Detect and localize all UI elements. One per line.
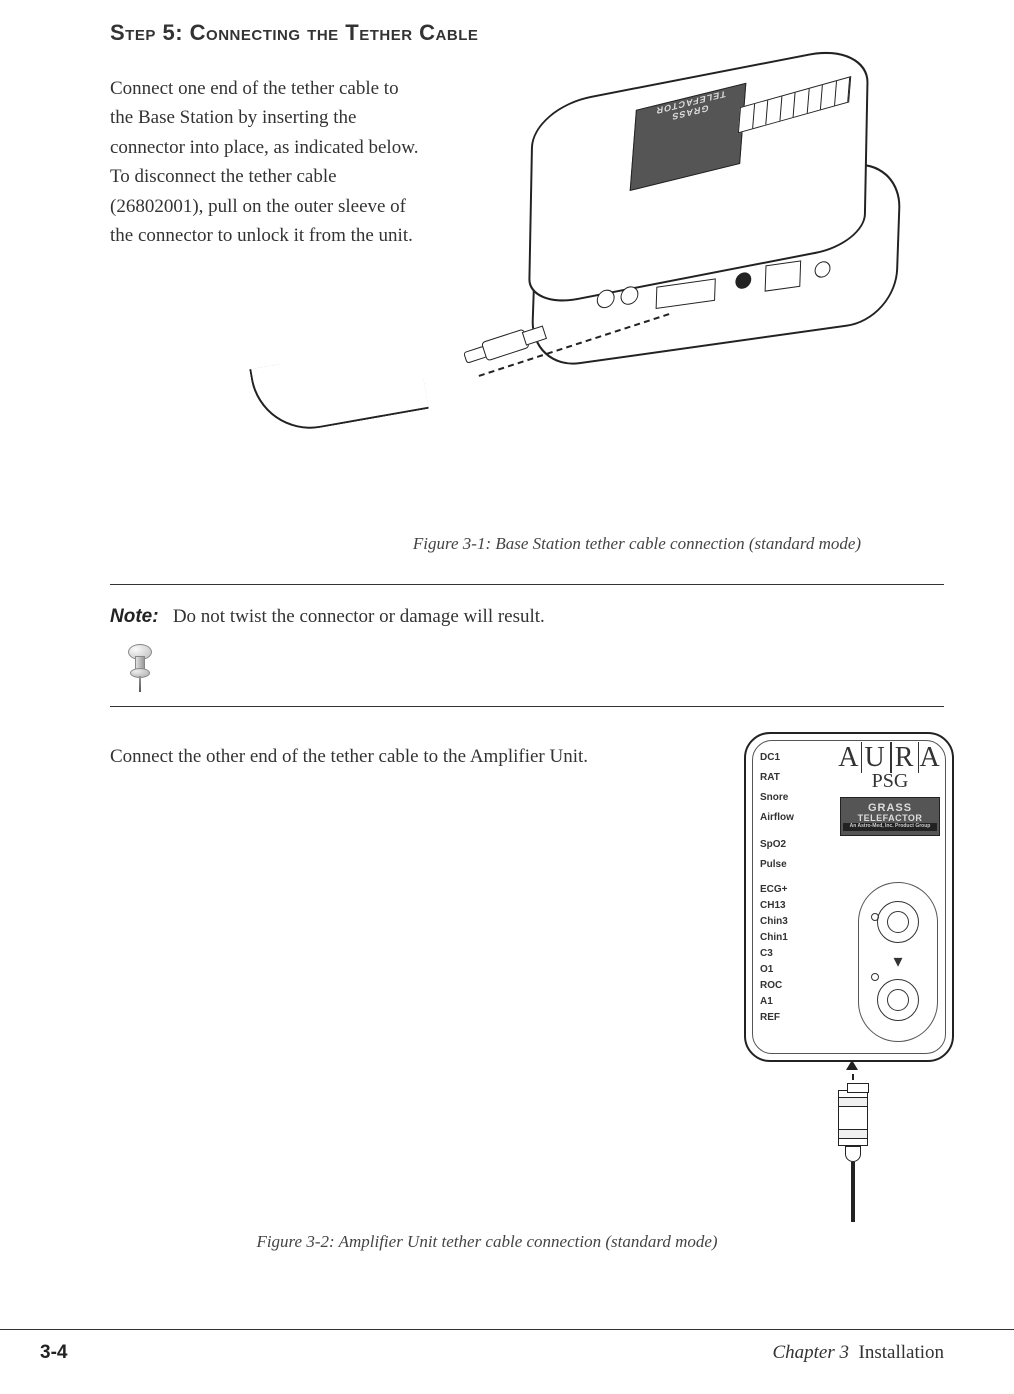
step-prefix: Step	[110, 20, 156, 45]
figure-amplifier: AURA PSG GRASS TELEFACTOR An Astro-Med, …	[734, 732, 964, 1232]
amplifier-labels: DC1 RAT Snore Airflow SpO2 Pulse ECG+ CH…	[760, 752, 794, 1032]
section-base-station: Connect one end of the tether cable to t…	[110, 74, 944, 529]
note-label: Note:	[110, 606, 159, 627]
amp-lbl: Airflow	[760, 812, 794, 823]
amplifier-logo: AURA PSG GRASS TELEFACTOR An Astro-Med, …	[830, 742, 950, 836]
step-number: 5:	[162, 20, 183, 45]
amp-lbl: C3	[760, 948, 794, 959]
note-text: Do not twist the connector or damage wil…	[173, 606, 545, 627]
amp-lbl: Chin1	[760, 932, 794, 943]
amp-connector-area: ▾	[858, 882, 938, 1042]
chapter-label: Chapter 3	[772, 1342, 849, 1363]
amp-lbl: Pulse	[760, 859, 794, 870]
badge-l3: An Astro-Med, Inc. Product Group	[843, 823, 937, 831]
page-footer: 3-4 Chapter 3 Installation	[0, 1329, 1014, 1364]
amp-lbl: SpO2	[760, 839, 794, 850]
chapter-title: Installation	[859, 1342, 944, 1363]
amp-lbl: REF	[760, 1012, 794, 1023]
step-heading: Step 5: Connecting the Tether Cable	[110, 20, 944, 46]
amp-lbl: ROC	[760, 980, 794, 991]
figure-1-caption: Figure 3-1: Base Station tether cable co…	[330, 534, 944, 554]
badge-l2: TELEFACTOR	[843, 814, 937, 824]
pushpin-icon	[120, 644, 160, 692]
tether-cable-1	[274, 324, 554, 434]
tether-cable-2	[834, 1064, 874, 1224]
amp-lbl: CH13	[760, 900, 794, 911]
page-number: 3-4	[40, 1342, 67, 1364]
section-amplifier: Connect the other end of the tether cabl…	[110, 742, 944, 1252]
amp-lbl: A1	[760, 996, 794, 1007]
note-block: Note: Do not twist the connector or dama…	[110, 584, 944, 707]
paragraph-2: Connect the other end of the tether cabl…	[110, 742, 670, 771]
amp-lbl: ECG+	[760, 884, 794, 895]
step-title: Connecting the Tether Cable	[190, 20, 479, 45]
amp-lbl: Chin3	[760, 916, 794, 927]
amp-lbl: DC1	[760, 752, 794, 763]
amp-lbl: RAT	[760, 772, 794, 783]
chapter-reference: Chapter 3 Installation	[772, 1342, 944, 1364]
amp-lbl: Snore	[760, 792, 794, 803]
figure-base-station: GRASS TELEFACTOR	[414, 64, 974, 444]
figure-2-caption: Figure 3-2: Amplifier Unit tether cable …	[110, 1232, 944, 1252]
amp-lbl: O1	[760, 964, 794, 975]
badge-l1: GRASS	[843, 802, 937, 814]
paragraph-1: Connect one end of the tether cable to t…	[110, 74, 420, 251]
